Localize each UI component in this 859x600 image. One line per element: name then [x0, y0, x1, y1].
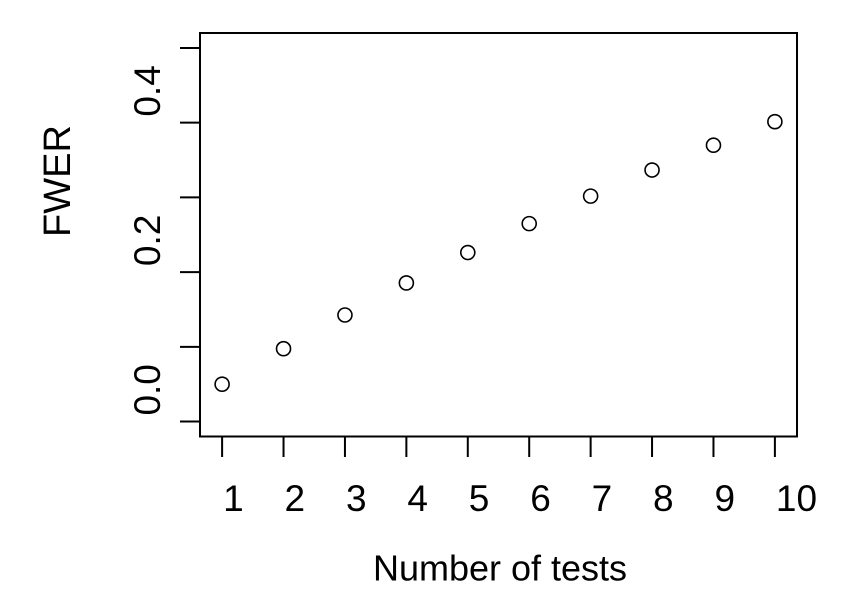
data-point: [337, 307, 353, 323]
plot-area-border: [199, 32, 798, 438]
data-point: [275, 340, 292, 357]
data-point: [644, 162, 660, 178]
x-tick-label: 1: [223, 478, 244, 519]
y-tick-label: 0.4: [127, 65, 168, 116]
data-point: [767, 113, 783, 130]
x-tick-label: 7: [592, 478, 613, 519]
data-point: [398, 275, 415, 291]
x-tick-label: 5: [469, 478, 490, 519]
data-point: [459, 244, 476, 261]
x-axis: 1 2 3 4 5 6 7 8 9 10: [221, 437, 817, 519]
data-points: [214, 113, 783, 392]
x-tick-label: 3: [346, 478, 367, 519]
y-axis-title: FWER: [37, 125, 79, 237]
x-axis-title: Number of tests: [373, 548, 627, 589]
data-point: [214, 376, 230, 392]
data-point: [582, 188, 599, 204]
x-tick-label: 8: [653, 478, 674, 519]
x-tick-label: 10: [776, 478, 817, 519]
y-tick-label: 0.0: [127, 364, 168, 415]
data-point: [705, 137, 722, 154]
y-tick-label: 0.2: [127, 215, 168, 266]
x-tick-label: 6: [530, 478, 551, 519]
y-axis: 0.0 0.2 0.4: [127, 46, 199, 423]
data-point: [521, 215, 538, 232]
x-tick-label: 9: [714, 478, 735, 519]
x-tick-label: 4: [407, 478, 428, 519]
x-tick-label: 2: [285, 478, 306, 519]
